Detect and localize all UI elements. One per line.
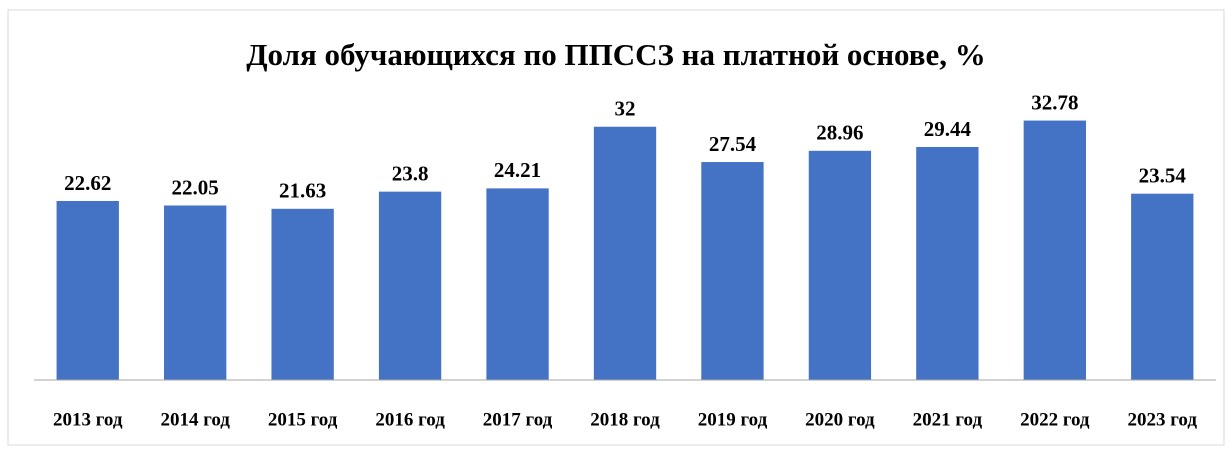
bar bbox=[593, 126, 657, 380]
x-tick-label: 2014 год bbox=[160, 409, 230, 430]
bar bbox=[486, 188, 549, 380]
x-tick-label: 2015 год bbox=[268, 409, 338, 430]
x-tick-label: 2017 год bbox=[483, 409, 553, 430]
x-tick-label: 2016 год bbox=[375, 409, 445, 430]
value-label: 24.21 bbox=[494, 158, 541, 182]
bar bbox=[701, 162, 764, 380]
value-label: 22.62 bbox=[64, 171, 111, 195]
chart-title: Доля обучающихся по ППССЗ на платной осн… bbox=[246, 37, 986, 72]
bar bbox=[56, 200, 119, 380]
x-tick-label: 2018 год bbox=[590, 409, 660, 430]
bar bbox=[808, 150, 872, 380]
x-tick-label: 2021 год bbox=[913, 409, 983, 430]
value-label: 21.63 bbox=[279, 179, 326, 203]
value-label: 27.54 bbox=[709, 132, 757, 156]
value-label: 23.54 bbox=[1139, 164, 1187, 188]
x-tick-label: 2013 год bbox=[53, 409, 123, 430]
value-label: 22.05 bbox=[172, 175, 219, 199]
x-tick-label: 2020 год bbox=[805, 409, 875, 430]
bar bbox=[271, 208, 334, 380]
x-tick-label: 2022 год bbox=[1020, 409, 1090, 430]
bar bbox=[1131, 193, 1194, 380]
x-tick-label: 2023 год bbox=[1128, 409, 1198, 430]
value-label: 32 bbox=[615, 97, 636, 121]
bar bbox=[916, 147, 979, 380]
value-label: 28.96 bbox=[816, 121, 863, 145]
x-tick-label: 2019 год bbox=[698, 409, 768, 430]
value-label: 29.44 bbox=[924, 117, 972, 141]
bar bbox=[1023, 120, 1086, 381]
value-label: 23.8 bbox=[392, 161, 429, 185]
bar bbox=[378, 191, 442, 380]
bar bbox=[164, 205, 227, 380]
value-label: 32.78 bbox=[1031, 90, 1078, 114]
